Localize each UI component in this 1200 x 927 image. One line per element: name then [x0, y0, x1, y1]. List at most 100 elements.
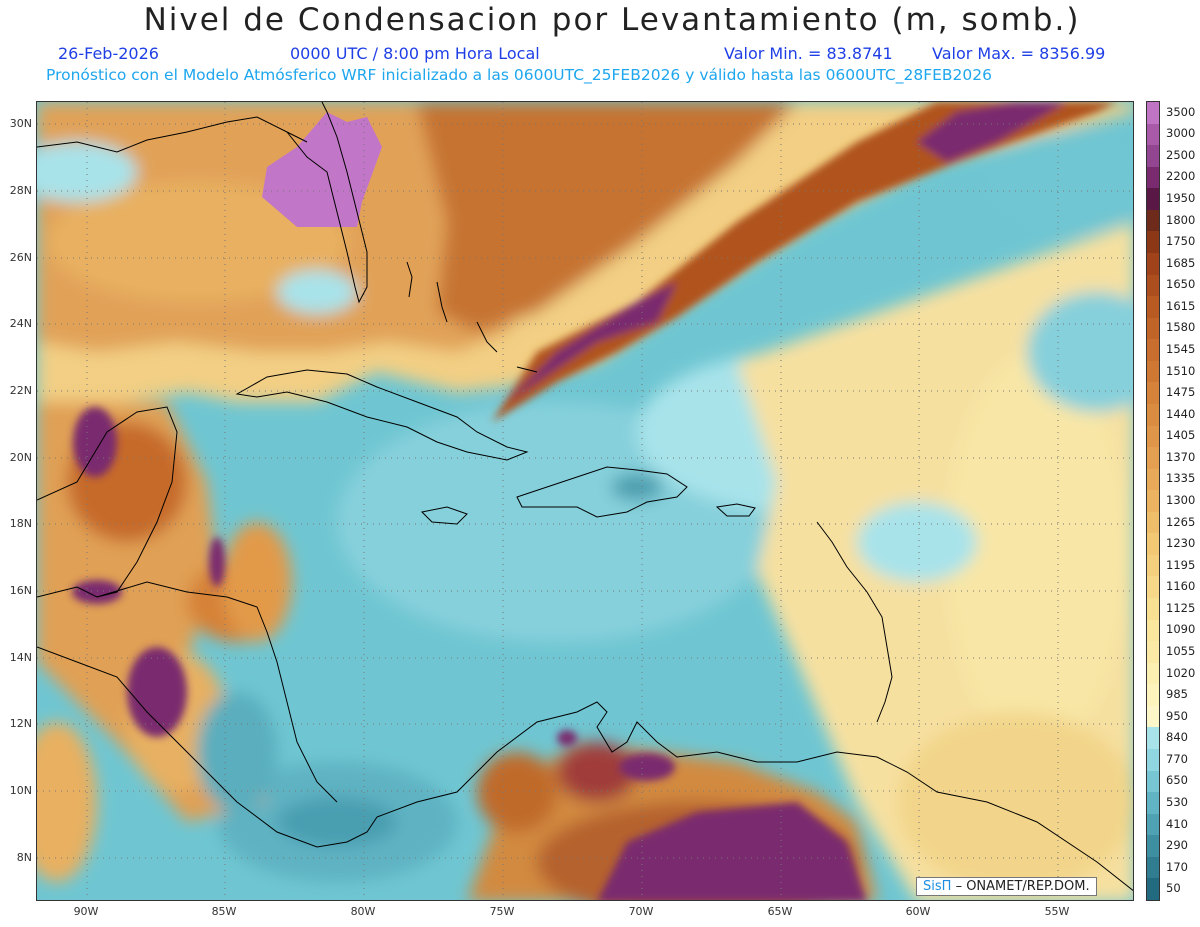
- lon-label: 70W: [628, 905, 654, 918]
- lat-label: 26N: [9, 251, 32, 264]
- legend-label: 1475: [1166, 385, 1196, 400]
- legend-swatch: [1147, 231, 1159, 254]
- legend-label: 2200: [1166, 169, 1196, 184]
- value-max: Valor Max. = 8356.99: [932, 44, 1106, 63]
- credit-box: SisΠ – ONAMET/REP.DOM.: [916, 877, 1097, 896]
- coastlines: [37, 102, 1133, 892]
- legend-label: 1750: [1166, 234, 1196, 249]
- lcl-map: [36, 101, 1134, 901]
- legend-label: 3000: [1166, 126, 1196, 141]
- legend-swatch: [1147, 274, 1159, 297]
- legend-label: 1055: [1166, 643, 1196, 658]
- legend-label: 1230: [1166, 536, 1196, 551]
- legend-label: 2500: [1166, 147, 1196, 162]
- legend-label: 1370: [1166, 449, 1196, 464]
- lon-label: 55W: [1044, 905, 1070, 918]
- legend-swatch: [1147, 619, 1159, 642]
- legend-swatch: [1147, 447, 1159, 470]
- value-min: Valor Min. = 83.8741: [724, 44, 893, 63]
- legend-label: 1950: [1166, 191, 1196, 206]
- legend-swatch: [1147, 856, 1159, 879]
- high-values: [72, 102, 1117, 900]
- legend-label: 840: [1166, 730, 1188, 745]
- legend-swatch: [1147, 360, 1159, 383]
- lat-label: 16N: [9, 584, 32, 597]
- legend-label: 950: [1166, 708, 1188, 723]
- lon-label: 65W: [767, 905, 793, 918]
- legend-label: 3500: [1166, 104, 1196, 119]
- color-legend: [1146, 101, 1160, 901]
- lat-label: 22N: [9, 384, 32, 397]
- lat-label: 28N: [9, 184, 32, 197]
- lat-label: 8N: [16, 851, 32, 864]
- legend-label: 1685: [1166, 255, 1196, 270]
- legend-label: 1020: [1166, 665, 1196, 680]
- lat-label: 20N: [9, 451, 32, 464]
- credit-text: – ONAMET/REP.DOM.: [955, 879, 1090, 894]
- sispi-logo: SisΠ: [923, 879, 952, 894]
- legend-swatch: [1147, 813, 1159, 836]
- legend-swatch: [1147, 382, 1159, 405]
- legend-swatch: [1147, 102, 1159, 125]
- lon-label: 75W: [489, 905, 515, 918]
- legend-swatch: [1147, 727, 1159, 750]
- florida-high-patch: [262, 112, 382, 227]
- legend-label: 1125: [1166, 600, 1196, 615]
- lat-label: 12N: [9, 717, 32, 730]
- legend-swatch: [1147, 749, 1159, 772]
- legend-label: 530: [1166, 794, 1188, 809]
- lon-label: 80W: [350, 905, 376, 918]
- legend-swatch: [1147, 533, 1159, 556]
- legend-label: 1405: [1166, 428, 1196, 443]
- legend-label: 1090: [1166, 622, 1196, 637]
- legend-swatch: [1147, 339, 1159, 362]
- map-title: Nivel de Condensacion por Levantamiento …: [143, 2, 1081, 38]
- legend-label: 1335: [1166, 471, 1196, 486]
- legend-label: 1650: [1166, 277, 1196, 292]
- legend-label: 1440: [1166, 406, 1196, 421]
- legend-swatch: [1147, 641, 1159, 664]
- legend-swatch: [1147, 662, 1159, 685]
- lat-label: 14N: [9, 651, 32, 664]
- lat-label: 24N: [9, 317, 32, 330]
- legend-swatch: [1147, 403, 1159, 426]
- legend-swatch: [1147, 835, 1159, 858]
- legend-swatch: [1147, 145, 1159, 168]
- legend-label: 1160: [1166, 579, 1196, 594]
- lon-label: 90W: [73, 905, 99, 918]
- legend-swatch: [1147, 770, 1159, 793]
- legend-swatch: [1147, 188, 1159, 211]
- forecast-time: 0000 UTC / 8:00 pm Hora Local: [290, 44, 540, 63]
- legend-swatch: [1147, 296, 1159, 319]
- forecast-date: 26-Feb-2026: [58, 44, 159, 63]
- legend-swatch: [1147, 792, 1159, 815]
- legend-label: 1300: [1166, 493, 1196, 507]
- legend-swatch: [1147, 425, 1159, 448]
- legend-swatch: [1147, 878, 1159, 901]
- legend-swatch: [1147, 468, 1159, 491]
- legend-swatch: [1147, 252, 1159, 276]
- lat-label: 30N: [9, 117, 32, 130]
- legend-label: 50: [1166, 881, 1181, 896]
- legend-swatch: [1147, 576, 1159, 599]
- legend-swatch: [1147, 317, 1159, 340]
- map-grid: [37, 102, 1133, 900]
- legend-label: 1615: [1166, 298, 1196, 313]
- legend-label: 1195: [1166, 557, 1196, 572]
- legend-swatch: [1147, 123, 1159, 146]
- legend-label: 410: [1166, 816, 1188, 831]
- legend-label: 1800: [1166, 212, 1196, 227]
- legend-swatch: [1147, 598, 1159, 621]
- legend-label: 770: [1166, 751, 1188, 766]
- lat-label: 18N: [9, 517, 32, 530]
- legend-swatch: [1147, 684, 1159, 707]
- legend-label: 170: [1166, 859, 1188, 874]
- legend-swatch: [1147, 166, 1159, 189]
- map-canvas: [37, 102, 1133, 900]
- lat-label: 10N: [9, 784, 32, 797]
- lon-label: 60W: [905, 905, 931, 918]
- legend-label: 985: [1166, 687, 1188, 702]
- legend-label: 650: [1166, 773, 1188, 788]
- legend-label: 290: [1166, 838, 1188, 853]
- legend-swatch: [1147, 490, 1159, 513]
